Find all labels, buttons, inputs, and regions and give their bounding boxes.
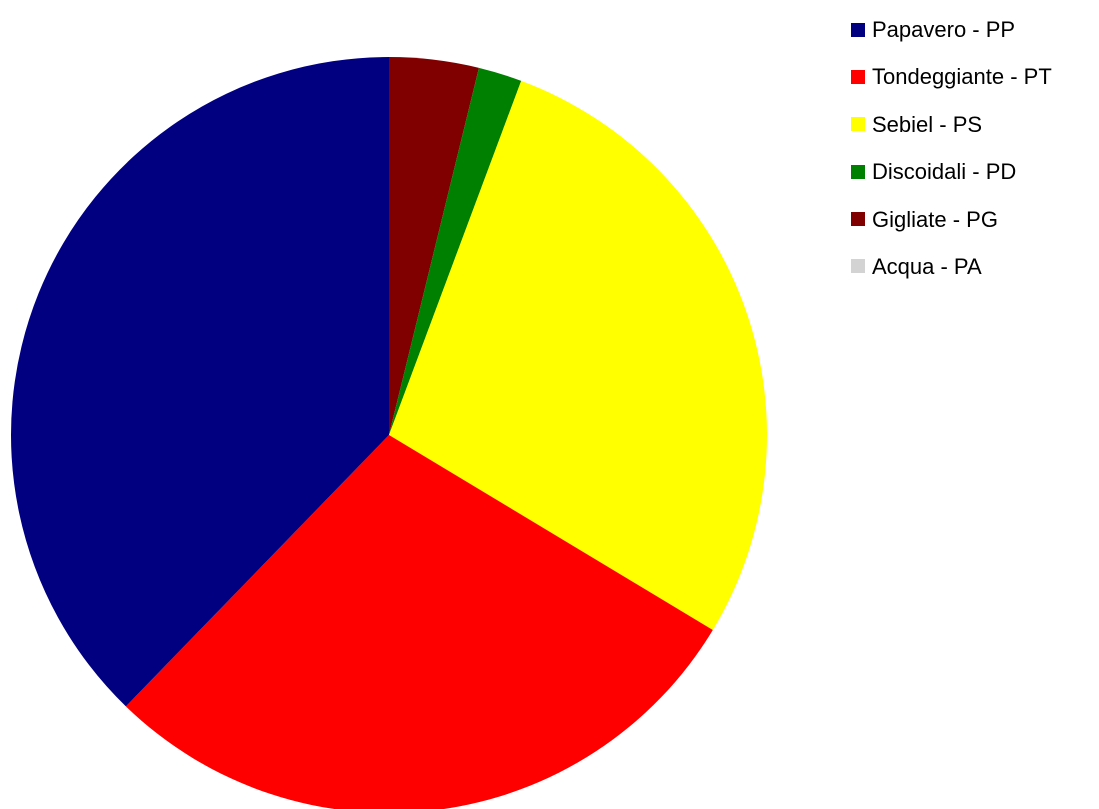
legend-item: Acqua - PA [851,251,1052,282]
legend-swatch [851,212,865,227]
legend-item: Discoidali - PD [851,156,1052,187]
pie-slice [125,435,713,809]
legend-label: Discoidali - PD [872,159,1017,185]
legend-swatch [851,69,865,84]
pie-slice [10,57,389,707]
pie-slices [10,57,768,809]
legend-label: Sebiel - PS [872,111,983,137]
pie-slice [389,57,479,435]
legend-item: Sebiel - PS [851,109,1052,140]
legend-swatch [851,259,865,274]
legend-label: Gigliate - PG [872,206,998,232]
legend-swatch [851,117,865,132]
pie-slice [389,67,522,436]
legend-label: Papavero - PP [872,17,1016,42]
legend-label: Acqua - PA [872,253,982,279]
pie-slice [389,80,768,631]
legend-swatch [851,22,865,37]
legend-swatch [851,164,865,179]
legend-item: Papavero - PP [851,14,1052,45]
legend-label: Tondeggiante - PT [872,64,1052,90]
legend-item: Gigliate - PG [851,204,1052,235]
chart-legend: Papavero - PP Tondeggiante - PT Sebiel -… [851,14,1052,298]
legend-item: Tondeggiante - PT [851,61,1052,92]
